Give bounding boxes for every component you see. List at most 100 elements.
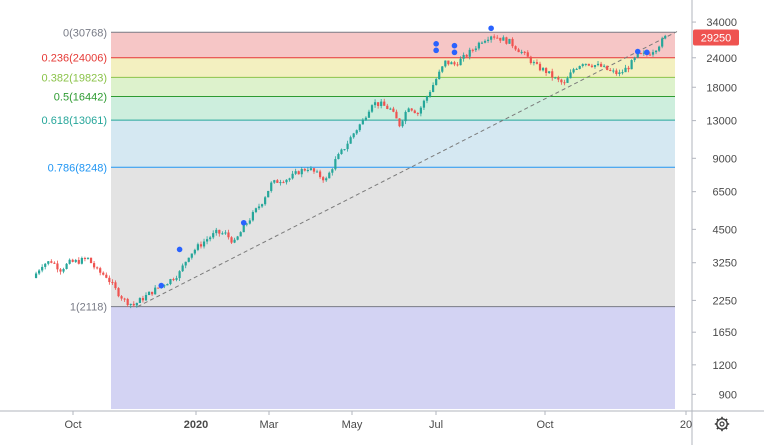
candle-body bbox=[291, 173, 294, 179]
candle-body bbox=[517, 49, 520, 53]
candle bbox=[74, 258, 77, 263]
candle-body bbox=[175, 278, 178, 280]
candle bbox=[71, 258, 74, 263]
candle bbox=[364, 116, 368, 122]
candle bbox=[157, 287, 160, 289]
candle-body bbox=[71, 259, 74, 262]
candle-body bbox=[572, 69, 575, 73]
candle bbox=[575, 67, 578, 71]
candle bbox=[267, 190, 270, 198]
candle bbox=[120, 294, 123, 301]
y-tick-label: 900 bbox=[719, 389, 737, 401]
candle bbox=[377, 102, 380, 109]
candle-body bbox=[499, 37, 502, 41]
candle-body bbox=[621, 72, 624, 74]
candle-body bbox=[322, 177, 325, 181]
candle-body bbox=[468, 49, 471, 57]
candle-body bbox=[218, 229, 221, 234]
event-marker[interactable] bbox=[158, 282, 165, 289]
candle bbox=[444, 60, 447, 68]
gear-icon bbox=[714, 416, 730, 432]
candle bbox=[38, 269, 41, 276]
candle bbox=[340, 148, 343, 155]
candle bbox=[499, 37, 502, 43]
candle-body bbox=[370, 105, 374, 112]
candle-body bbox=[581, 64, 584, 67]
event-marker[interactable] bbox=[433, 41, 439, 47]
candle-body bbox=[117, 288, 120, 297]
candle bbox=[102, 271, 105, 276]
event-marker[interactable] bbox=[634, 48, 641, 55]
candle-body bbox=[99, 268, 102, 273]
candle bbox=[303, 167, 306, 172]
candle bbox=[569, 69, 572, 79]
candle-body bbox=[367, 111, 371, 118]
candle-body bbox=[566, 78, 569, 83]
candle bbox=[331, 168, 334, 176]
event-marker[interactable] bbox=[451, 42, 458, 49]
candle bbox=[270, 181, 273, 193]
candle bbox=[123, 297, 126, 302]
candle-body bbox=[245, 223, 248, 225]
event-marker[interactable] bbox=[644, 49, 650, 56]
candle bbox=[328, 171, 331, 179]
candle bbox=[361, 118, 364, 125]
candle bbox=[282, 180, 285, 184]
candle-body bbox=[80, 257, 83, 264]
candle bbox=[563, 79, 566, 86]
candle-body bbox=[154, 287, 157, 295]
candle bbox=[199, 241, 203, 249]
candle bbox=[618, 69, 621, 77]
event-marker[interactable] bbox=[433, 47, 439, 54]
fib-label-0: 0(30768) bbox=[63, 27, 107, 39]
fib-zone-0-786 bbox=[111, 167, 675, 307]
candle-body bbox=[105, 274, 108, 278]
candle bbox=[508, 38, 511, 44]
candle-body bbox=[386, 105, 389, 109]
candle bbox=[352, 132, 355, 139]
candle-body bbox=[658, 46, 661, 51]
candle bbox=[560, 78, 563, 85]
candle bbox=[254, 207, 258, 214]
candle-body bbox=[270, 182, 273, 191]
event-marker[interactable] bbox=[451, 49, 458, 56]
event-marker[interactable] bbox=[488, 25, 494, 32]
candle bbox=[129, 303, 132, 309]
candle bbox=[44, 262, 47, 270]
candle-body bbox=[331, 169, 334, 173]
candle bbox=[480, 41, 484, 44]
candle bbox=[114, 280, 117, 290]
event-marker[interactable] bbox=[240, 219, 247, 226]
candle-body bbox=[361, 119, 364, 125]
candle bbox=[581, 63, 584, 68]
y-tick-label: 2250 bbox=[713, 295, 737, 307]
fib-zone-0-236 bbox=[111, 57, 675, 78]
candle-body bbox=[575, 68, 578, 70]
candle bbox=[532, 60, 535, 66]
candle bbox=[221, 231, 224, 235]
candle bbox=[34, 271, 38, 279]
candle bbox=[514, 45, 517, 51]
candle bbox=[230, 236, 233, 245]
fib-zone-0 bbox=[111, 32, 675, 58]
candle bbox=[609, 67, 612, 72]
candle-body bbox=[609, 69, 612, 71]
trendline[interactable] bbox=[137, 31, 678, 308]
event-markers-layer bbox=[158, 25, 650, 289]
candle bbox=[606, 65, 609, 71]
candle bbox=[291, 170, 294, 180]
candle bbox=[187, 257, 190, 263]
candle bbox=[661, 36, 664, 49]
candle-body bbox=[178, 271, 181, 279]
candle-body bbox=[630, 60, 633, 70]
candle bbox=[599, 61, 603, 68]
candle bbox=[505, 36, 508, 45]
candle-body bbox=[68, 259, 71, 264]
event-marker[interactable] bbox=[176, 246, 183, 253]
candle-body bbox=[462, 54, 465, 59]
candle bbox=[432, 82, 435, 93]
candle bbox=[538, 61, 542, 72]
settings-button[interactable] bbox=[714, 416, 730, 432]
candle bbox=[664, 34, 667, 40]
